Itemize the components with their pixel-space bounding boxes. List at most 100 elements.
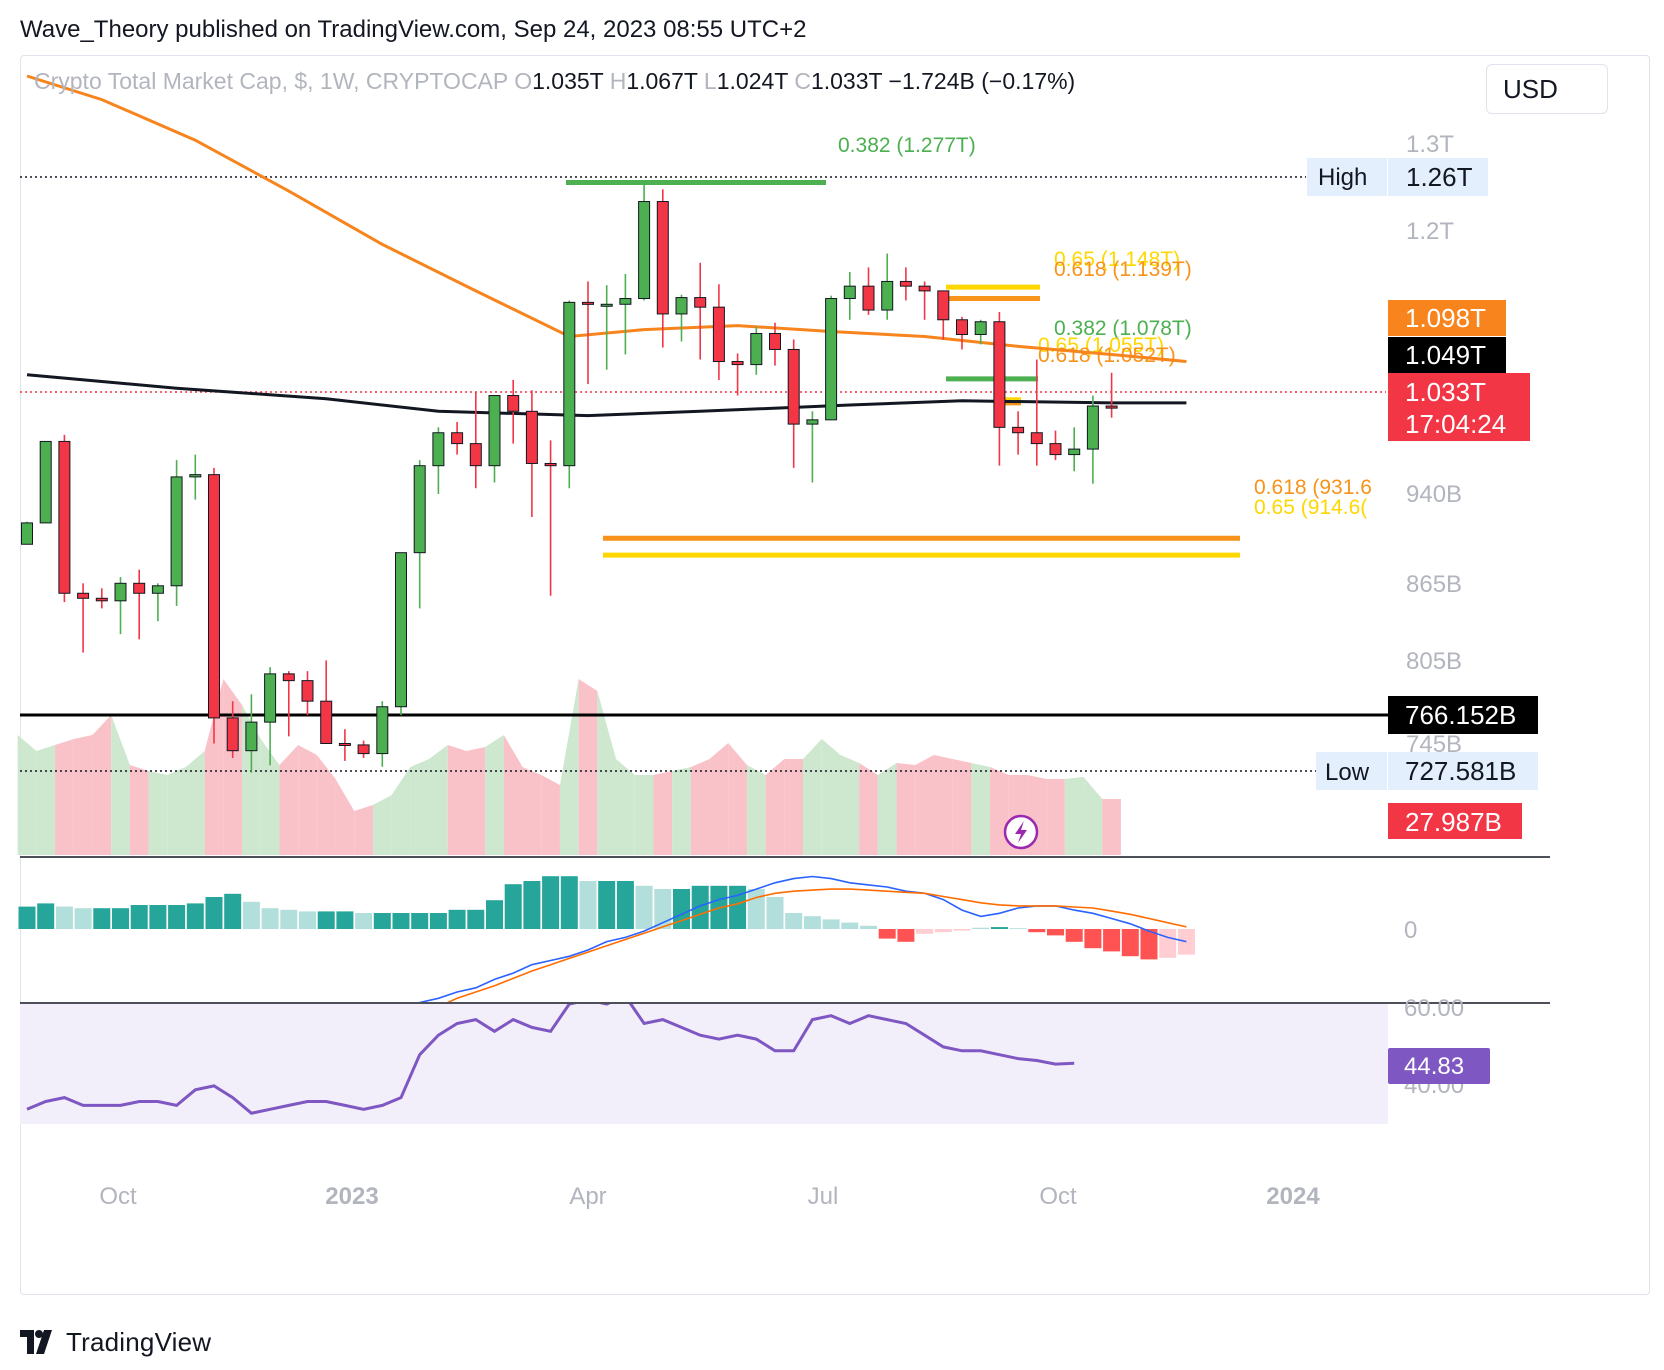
volume-bar — [728, 743, 747, 855]
tradingview-logo[interactable]: TradingView — [20, 1326, 211, 1358]
macd-histogram-bar — [280, 909, 298, 929]
candle-body[interactable] — [264, 673, 277, 723]
candle-body[interactable] — [993, 321, 1006, 428]
candle-body[interactable] — [750, 333, 763, 366]
macd-histogram-bar — [822, 919, 840, 929]
candle-body[interactable] — [712, 306, 725, 363]
candle-body[interactable] — [320, 700, 333, 744]
candle-body[interactable] — [806, 419, 819, 425]
ma50-price-badge — [1388, 300, 1506, 336]
candle-body[interactable] — [638, 201, 651, 300]
candle-body[interactable] — [1049, 443, 1062, 456]
candle-body[interactable] — [507, 395, 520, 412]
candle-body[interactable] — [395, 552, 407, 708]
volume-badge — [1388, 803, 1522, 839]
currency-button[interactable]: USD — [1486, 64, 1608, 114]
candle-body[interactable] — [151, 585, 164, 594]
candle-body[interactable] — [189, 474, 202, 478]
candle-body[interactable] — [769, 333, 781, 350]
macd-histogram-bar — [747, 889, 765, 929]
candle-body[interactable] — [656, 201, 669, 315]
candle-body[interactable] — [357, 744, 370, 755]
macd-histogram-bar — [18, 906, 36, 929]
x-axis-tick-label: Oct — [99, 1183, 137, 1210]
candle-body[interactable] — [95, 597, 108, 602]
candle-body[interactable] — [694, 297, 707, 308]
volume-bar — [990, 767, 1009, 855]
candle-body[interactable] — [544, 462, 557, 467]
candle-body[interactable] — [413, 465, 426, 554]
candle-body[interactable] — [1068, 448, 1081, 456]
ohlc-legend: Crypto Total Market Cap, $, 1W, CRYPTOCA… — [34, 68, 1075, 94]
macd-histogram-bar — [542, 876, 560, 929]
volume-bar — [821, 739, 841, 855]
candle-body[interactable] — [376, 706, 389, 755]
macd-histogram-bar — [486, 900, 503, 929]
candle-body[interactable] — [787, 348, 800, 425]
candle-body[interactable] — [58, 440, 71, 594]
macd-histogram-bar — [467, 909, 485, 929]
macd-histogram-bar — [729, 885, 747, 929]
candle-body[interactable] — [862, 285, 875, 311]
macd-histogram-bar — [37, 903, 55, 929]
candle-body[interactable] — [619, 298, 632, 305]
candle-body[interactable] — [974, 321, 987, 336]
volume-bar — [634, 775, 654, 855]
candle-body[interactable] — [432, 432, 445, 467]
candle-body[interactable] — [1030, 432, 1043, 445]
candle-body[interactable] — [563, 301, 576, 467]
candle-body[interactable] — [956, 319, 968, 336]
candle-body[interactable] — [1105, 405, 1118, 409]
candle-body[interactable] — [825, 298, 838, 421]
tradingview-logo-icon — [20, 1330, 52, 1354]
candle-body[interactable] — [451, 432, 464, 445]
candle-body[interactable] — [488, 395, 501, 467]
candle-body[interactable] — [600, 303, 613, 307]
candle-body[interactable] — [731, 361, 744, 366]
countdown-label: 17:04:24 — [1405, 409, 1506, 439]
fib-level-label: 0.618 (1.139T) — [1054, 258, 1192, 281]
volume-bar — [316, 755, 336, 855]
candle-body[interactable] — [77, 592, 90, 599]
candle-body[interactable] — [525, 410, 538, 464]
volume-bar — [616, 759, 635, 855]
candle-body[interactable] — [338, 742, 351, 746]
candle-body[interactable] — [114, 582, 127, 602]
macd-histogram-bar — [261, 908, 279, 929]
candle-body[interactable] — [899, 280, 912, 287]
candle-body[interactable] — [469, 443, 482, 467]
x-axis-tick-label: Apr — [569, 1183, 606, 1210]
candle-body[interactable] — [843, 285, 856, 300]
volume-bar — [690, 759, 710, 855]
candle-body[interactable] — [208, 474, 220, 719]
candle-body[interactable] — [1012, 426, 1025, 434]
candle-body[interactable] — [937, 290, 950, 321]
candle-body[interactable] — [1086, 405, 1099, 450]
volume-bar — [653, 771, 673, 855]
macd-histogram-bar — [803, 916, 821, 929]
candle-body[interactable] — [39, 440, 52, 524]
candle-body[interactable] — [582, 301, 594, 305]
volume-bar — [36, 745, 56, 855]
candle-body[interactable] — [170, 476, 183, 587]
volume-bar — [148, 771, 168, 855]
candle-body[interactable] — [245, 721, 258, 752]
candle-body[interactable] — [918, 285, 931, 292]
volume-bar — [92, 715, 112, 855]
volume-bar — [709, 743, 729, 855]
low-value: 727.581B — [1405, 756, 1516, 786]
candle-body[interactable] — [226, 717, 239, 752]
candle-body[interactable] — [21, 522, 33, 545]
volume-value-label: 27.987B — [1405, 807, 1502, 837]
macd-histogram-bar — [598, 881, 616, 929]
candle-body[interactable] — [282, 673, 295, 682]
candle-body[interactable] — [881, 280, 894, 311]
macd-histogram-bar — [186, 903, 204, 929]
macd-histogram-bar — [93, 908, 111, 929]
candle-body[interactable] — [133, 582, 146, 594]
candle-body[interactable] — [675, 297, 688, 315]
y-axis-tick-label: 1.2T — [1406, 218, 1454, 245]
candle-body[interactable] — [301, 680, 314, 702]
current-price-label: 1.033T — [1405, 377, 1486, 407]
